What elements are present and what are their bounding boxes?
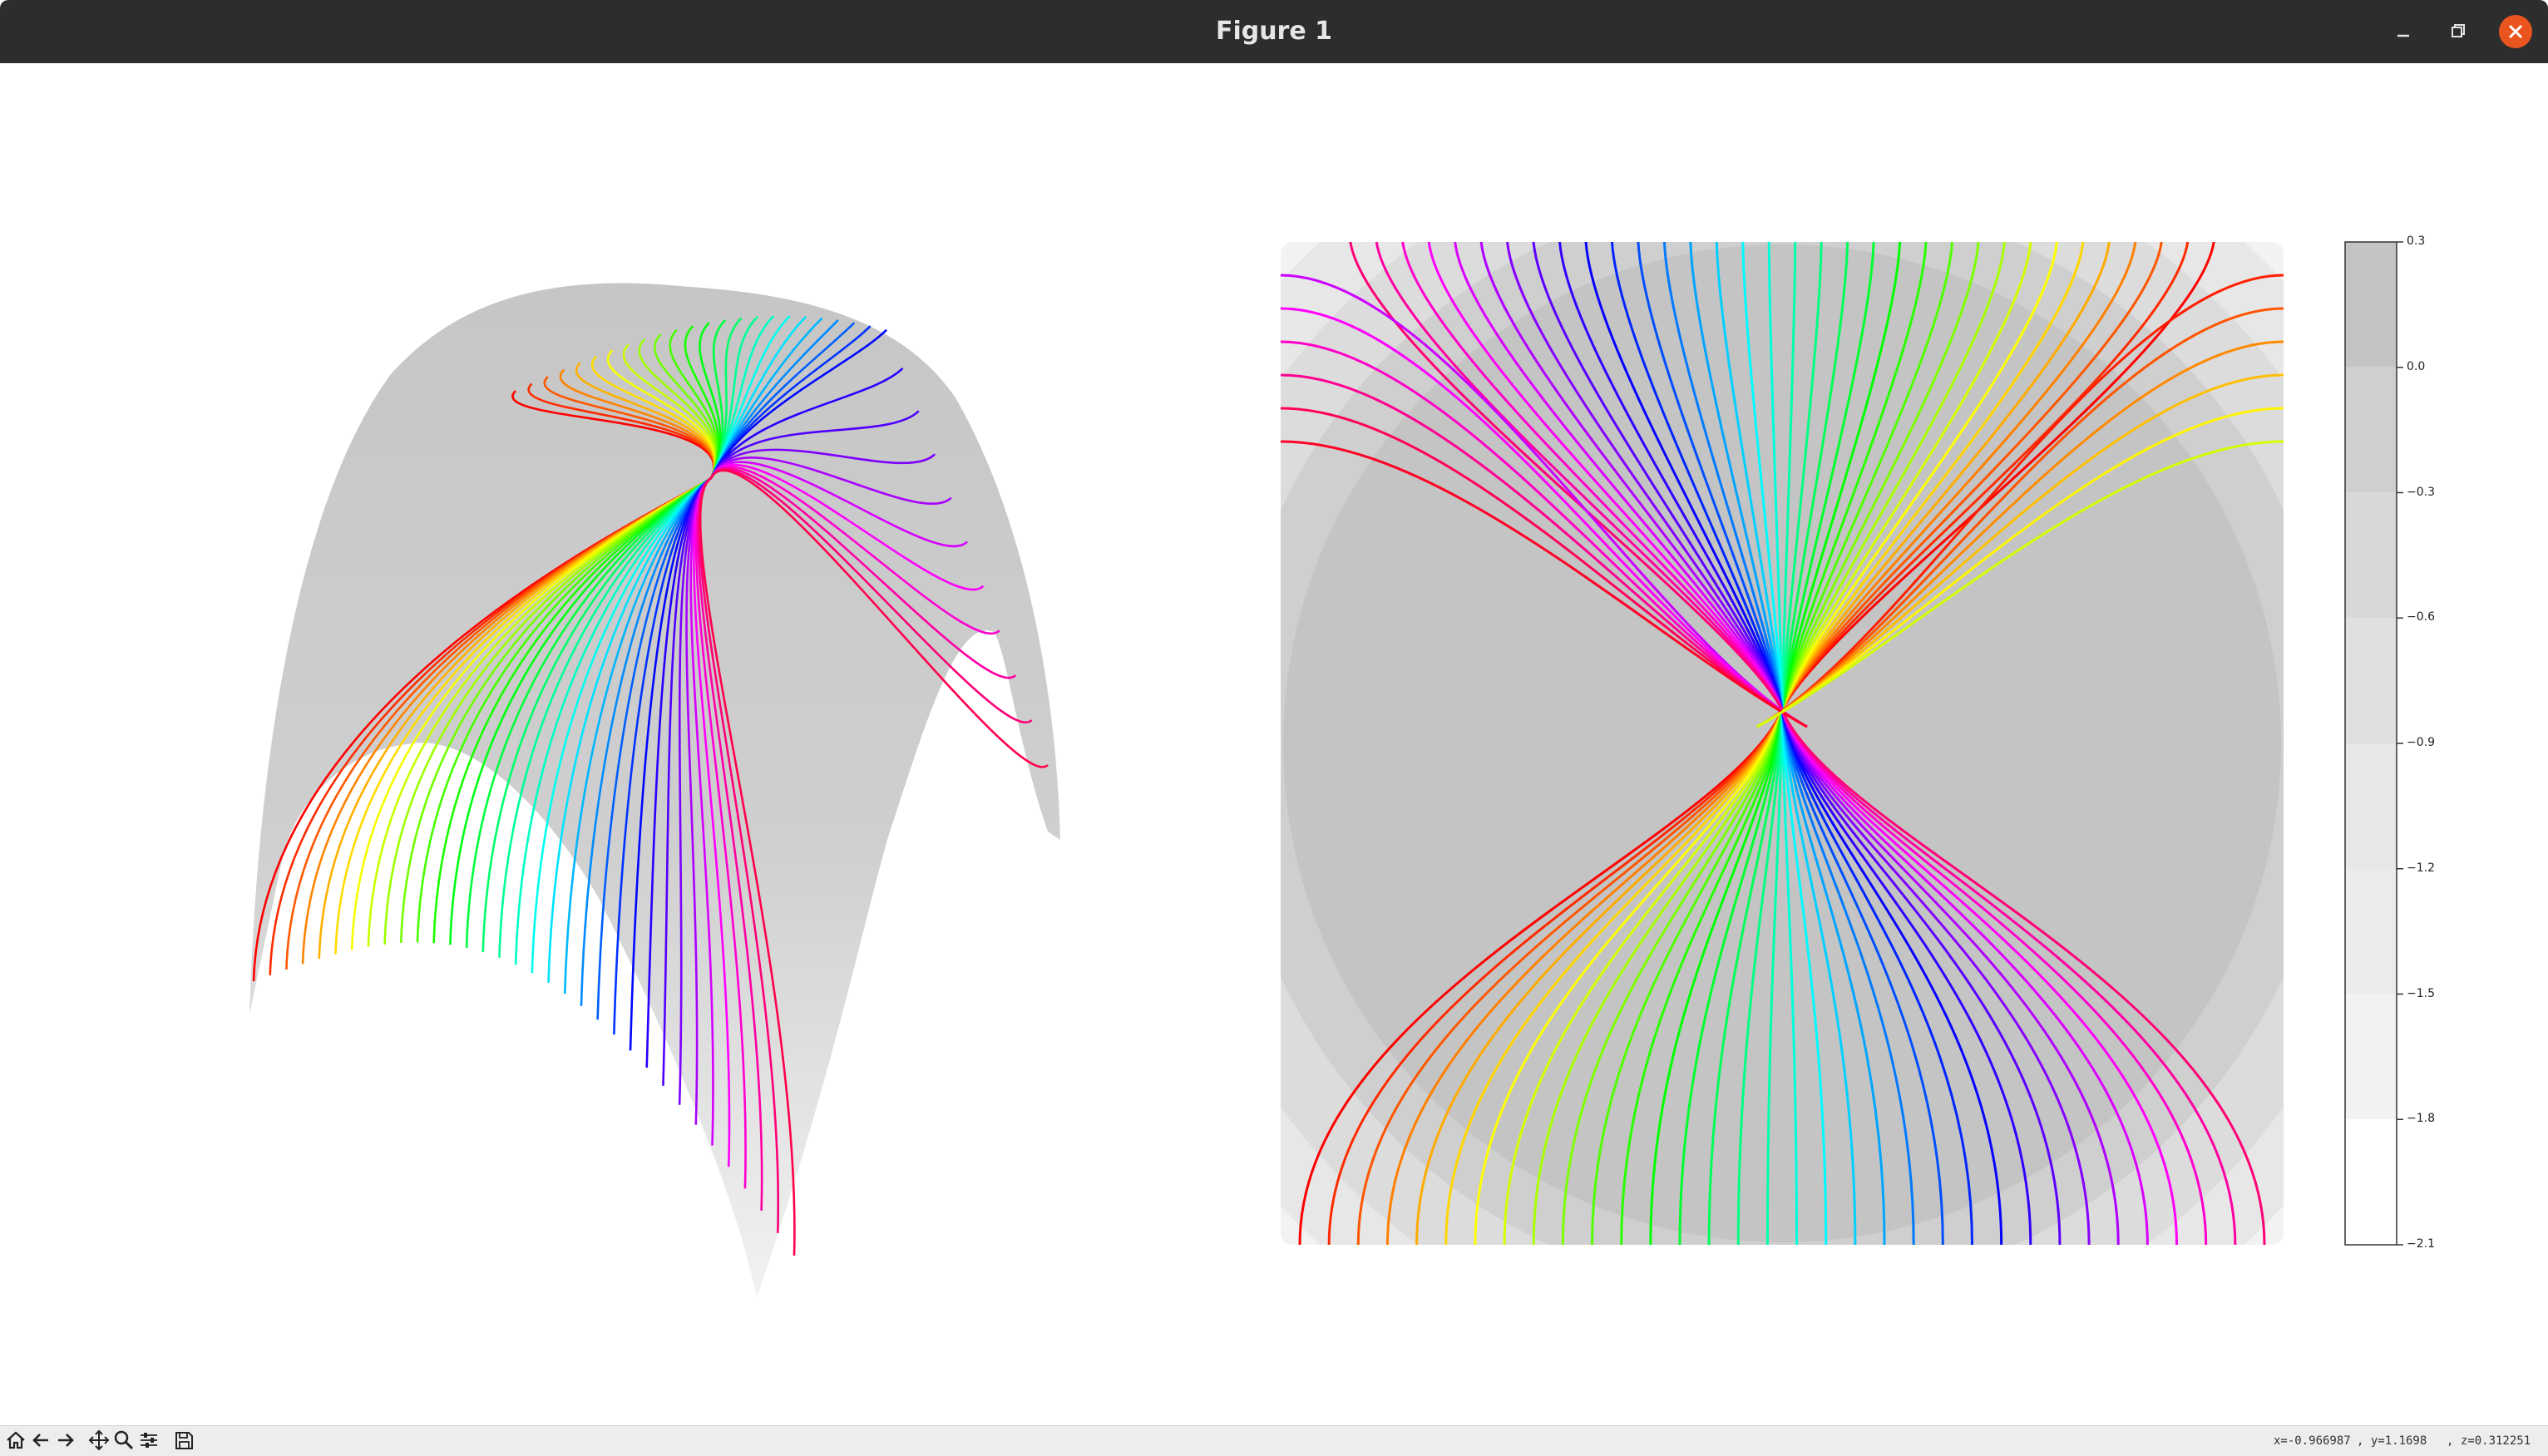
floppy-disk-icon[interactable] (171, 1428, 196, 1453)
surface-mesh (249, 283, 1060, 1297)
move-icon[interactable] (86, 1428, 111, 1453)
colorbar-tick-label: −0.6 (2407, 610, 2435, 624)
surface-line (563, 317, 823, 995)
colorbar-tick-label: −1.8 (2407, 1112, 2435, 1126)
colorbar-tick-label: −1.2 (2407, 861, 2435, 875)
colorbar-tick-label: −2.1 (2407, 1237, 2435, 1251)
surface-line (645, 367, 904, 1069)
contour-line (1281, 440, 1808, 728)
contour-line (1756, 340, 2284, 728)
restore-icon[interactable] (2443, 17, 2473, 47)
minimize-icon[interactable] (2388, 17, 2418, 47)
surface-line (678, 448, 936, 1105)
contour-line (1756, 373, 2284, 728)
contour-line (1281, 340, 1808, 728)
surface-3d-axes[interactable] (249, 283, 1060, 1297)
surface-line (699, 469, 1049, 1256)
colorbar-tick-label: −0.9 (2407, 736, 2435, 749)
magnifier-icon[interactable] (111, 1428, 136, 1453)
colorbar-tick-label: 0.0 (2407, 359, 2426, 373)
close-icon[interactable] (2498, 14, 2533, 49)
contour-line (1756, 407, 2284, 728)
contour-line (1756, 307, 2284, 728)
surface-line (580, 319, 839, 1006)
sliders-icon[interactable] (136, 1428, 161, 1453)
cursor-z-readout: , z=0.312251 (2447, 1434, 2531, 1448)
contour-axes[interactable] (1100, 63, 2464, 1425)
surface-line (514, 315, 775, 965)
surface-line (498, 315, 758, 958)
colorbar-tick-label: −1.5 (2407, 986, 2435, 1000)
navigation-toolbar: x=-0.966987 , y=1.1698 , z=0.312251 (0, 1425, 2548, 1456)
contour-line (1281, 373, 1808, 728)
contour-line (1348, 242, 2266, 1245)
cursor-y-readout: , y=1.1698 (2357, 1434, 2427, 1448)
surface-line (613, 325, 872, 1035)
window-titlebar: Figure 1 (0, 0, 2548, 63)
surface-line (596, 322, 856, 1020)
cursor-x-readout: x=-0.966987 (2274, 1434, 2351, 1448)
home-icon[interactable] (3, 1428, 28, 1453)
arrow-left-icon[interactable] (28, 1428, 53, 1453)
colorbar (2344, 241, 2403, 1246)
contour-line (1281, 274, 1808, 728)
contour-line (1281, 307, 1808, 728)
arrow-right-icon[interactable] (53, 1428, 78, 1453)
contour-line (1281, 407, 1808, 728)
colorbar-tick-label: 0.3 (2407, 234, 2426, 248)
surface-line (662, 410, 920, 1086)
surface-line (531, 315, 791, 974)
window-title: Figure 1 (1215, 17, 1333, 46)
surface-line (547, 315, 807, 983)
colorbar-tick-label: −0.3 (2407, 485, 2435, 499)
contour-line (1756, 440, 2284, 728)
figure-canvas[interactable]: 0.3 0.0 −0.3 −0.6 −0.9 −1.2 −1.5 −1.8 −2.1 (0, 63, 2548, 1425)
contour-line (1756, 274, 2284, 728)
